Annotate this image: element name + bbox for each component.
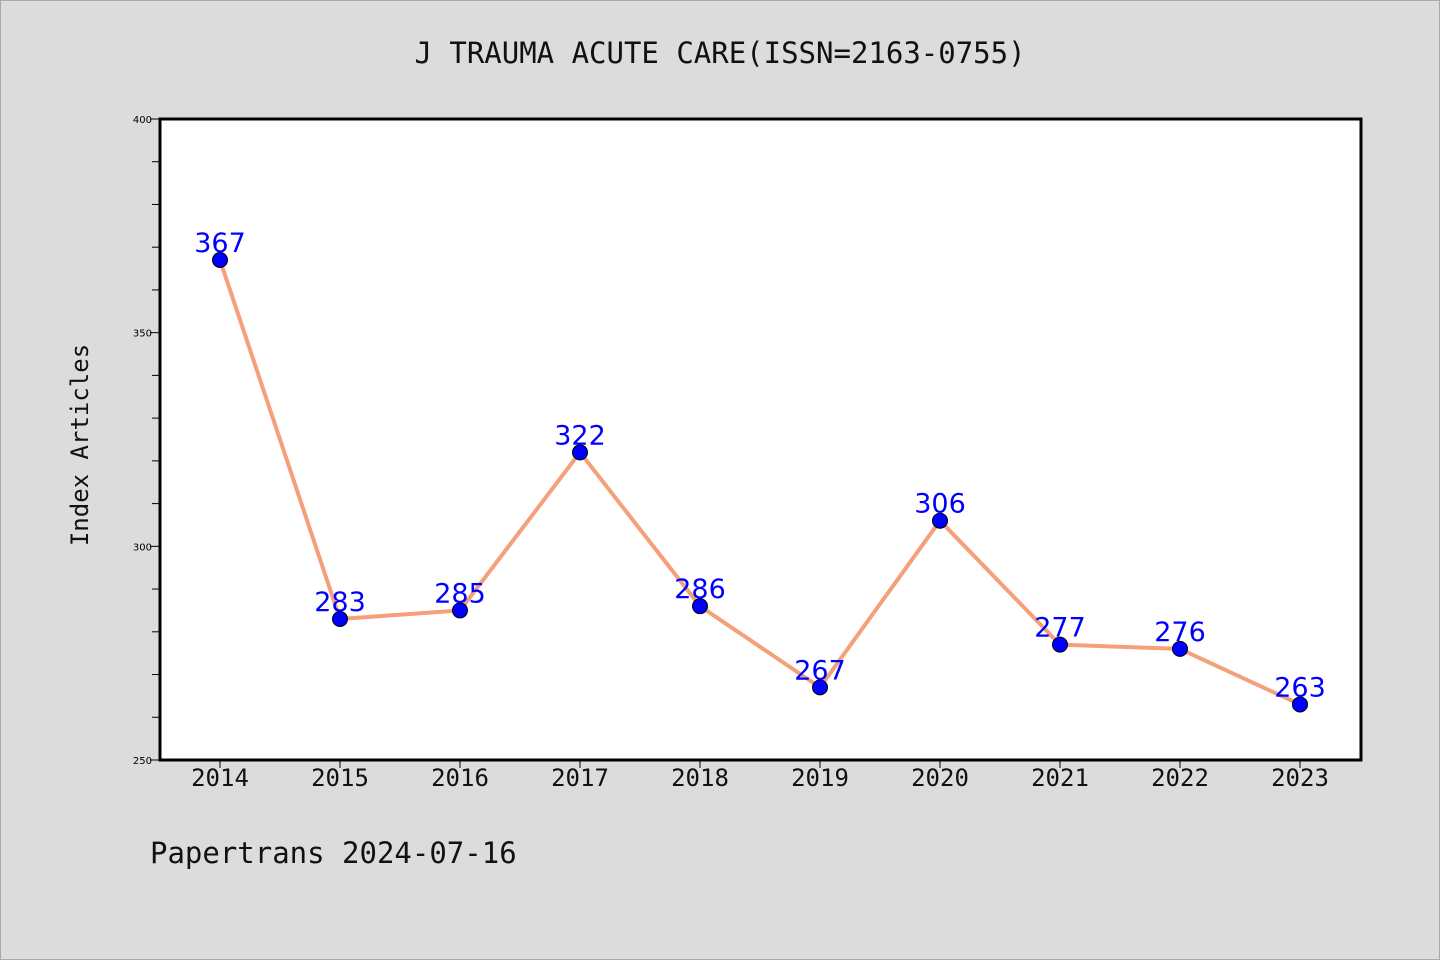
data-label: 283 — [314, 587, 366, 618]
data-point — [1052, 636, 1068, 653]
data-label: 367 — [194, 228, 246, 259]
data-label: 285 — [434, 578, 486, 609]
data-point — [572, 444, 588, 461]
x-tick-label: 2015 — [311, 764, 369, 792]
data-point — [1172, 640, 1188, 657]
x-tick-label: 2022 — [1151, 764, 1209, 792]
data-point — [1292, 696, 1308, 713]
x-tick-label: 2020 — [911, 764, 969, 792]
data-label: 306 — [914, 489, 966, 520]
y-tick-label: 400 — [133, 115, 152, 126]
data-label: 277 — [1034, 613, 1086, 644]
x-tick-label: 2016 — [431, 764, 489, 792]
data-label: 276 — [1154, 617, 1206, 648]
x-tick-label: 2018 — [671, 764, 729, 792]
data-point — [332, 610, 348, 627]
series-group: 367 283 285 322 286 267 306 277 276 263 — [194, 228, 1326, 713]
plot-area — [158, 117, 1363, 762]
y-tick-label: 250 — [133, 756, 152, 767]
data-point — [452, 602, 468, 619]
x-axis: 2014 2015 2016 2017 2018 2019 2020 2021 2022 2023 — [191, 760, 1329, 792]
data-label: 263 — [1274, 672, 1326, 703]
data-point — [812, 679, 828, 696]
data-point — [212, 252, 228, 269]
data-label: 286 — [674, 574, 726, 605]
x-tick-label: 2023 — [1271, 764, 1329, 792]
series-line — [218, 258, 1302, 707]
y-tick-label: 350 — [133, 329, 152, 340]
data-label: 322 — [554, 420, 606, 451]
x-tick-label: 2014 — [191, 764, 249, 792]
x-tick-label: 2021 — [1031, 764, 1089, 792]
footer-note: Papertrans 2024-07-16 — [150, 836, 517, 870]
chart-title: J TRAUMA ACUTE CARE(ISSN=2163-0755) — [414, 36, 1026, 70]
x-tick-label: 2019 — [791, 764, 849, 792]
data-label: 267 — [794, 655, 846, 686]
x-tick-label: 2017 — [551, 764, 609, 792]
data-point — [692, 598, 708, 615]
y-tick-label: 300 — [133, 542, 152, 553]
y-axis: 250 300 350 400 — [133, 115, 160, 767]
data-point — [932, 512, 948, 529]
